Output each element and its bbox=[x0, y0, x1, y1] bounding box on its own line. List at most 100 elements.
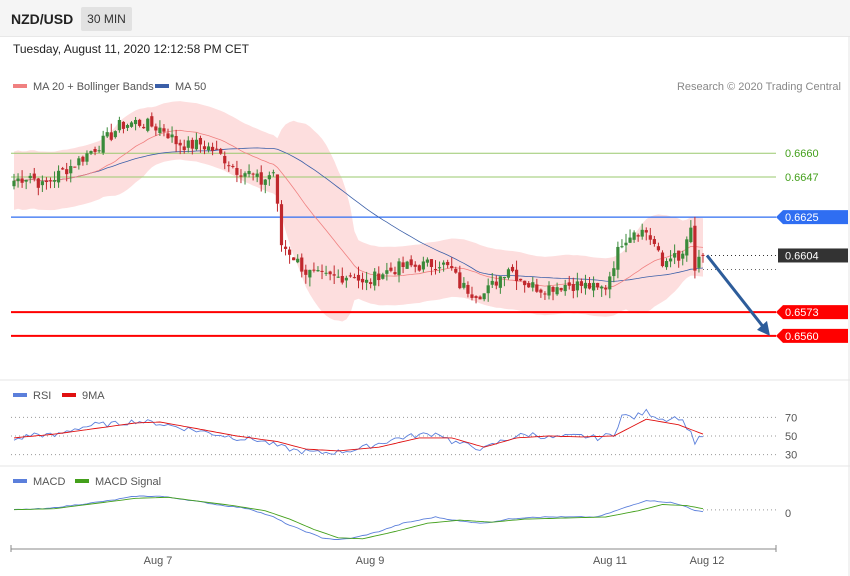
ma50-line bbox=[13, 147, 704, 282]
candle-body bbox=[81, 156, 85, 162]
candle-body bbox=[77, 158, 81, 166]
candle-body bbox=[182, 146, 186, 151]
candle-body bbox=[510, 266, 515, 272]
candle-body bbox=[271, 172, 275, 174]
candle-body bbox=[348, 275, 352, 277]
candle-body bbox=[324, 272, 328, 274]
candle-body bbox=[656, 246, 661, 251]
candle-body bbox=[421, 261, 425, 270]
candle-body bbox=[40, 181, 44, 186]
candle-body bbox=[701, 254, 705, 256]
forecast-arrow bbox=[705, 254, 766, 329]
candle-body bbox=[85, 153, 89, 162]
candle-body bbox=[336, 276, 340, 278]
candle-body bbox=[462, 282, 466, 288]
candle-body bbox=[559, 287, 563, 291]
candle-body bbox=[28, 175, 32, 179]
candle-body bbox=[583, 282, 588, 289]
candle-body bbox=[405, 261, 409, 269]
candle-body bbox=[48, 180, 53, 182]
candle-body bbox=[600, 286, 604, 289]
candle-body bbox=[474, 296, 478, 298]
candle-body bbox=[365, 279, 369, 283]
candle-body bbox=[105, 132, 109, 137]
candle-body bbox=[206, 146, 211, 151]
candle-body bbox=[20, 178, 24, 183]
candle-body bbox=[73, 166, 77, 168]
candle-body bbox=[409, 259, 413, 266]
candle-body bbox=[608, 276, 612, 290]
candle-body bbox=[612, 268, 616, 277]
legend-label-ma20: MA 20 + Bollinger Bands bbox=[33, 81, 154, 93]
legend-label-macd-signal: MACD Signal bbox=[95, 476, 161, 488]
candle-body bbox=[89, 151, 93, 154]
candle-body bbox=[668, 258, 673, 262]
candle-body bbox=[344, 277, 348, 281]
rsi-line bbox=[13, 408, 704, 455]
candle-body bbox=[437, 267, 442, 269]
candle-body bbox=[125, 125, 130, 128]
candle-body bbox=[36, 178, 40, 188]
candle-body bbox=[486, 285, 490, 294]
candle-body bbox=[138, 119, 142, 126]
candle-body bbox=[539, 289, 543, 293]
candle-body bbox=[446, 261, 450, 266]
candle-body bbox=[697, 256, 701, 268]
candle-body bbox=[596, 282, 600, 288]
candle-body bbox=[373, 271, 377, 286]
candle-body bbox=[243, 173, 247, 177]
candle-body bbox=[498, 276, 502, 288]
candle-body bbox=[93, 149, 97, 152]
legend-swatch-ma50 bbox=[155, 84, 169, 88]
level-label-current: 0.6604 bbox=[785, 250, 819, 262]
candle-body bbox=[514, 269, 519, 282]
candle-body bbox=[523, 280, 527, 286]
legend-label-ma50: MA 50 bbox=[175, 81, 206, 93]
timeframe-badge[interactable]: 30 MIN bbox=[81, 7, 132, 31]
candle-body bbox=[24, 179, 28, 182]
candle-body bbox=[56, 170, 61, 183]
level-tag-blue bbox=[776, 210, 848, 225]
candle-body bbox=[664, 261, 669, 268]
legend-swatch-macd-signal bbox=[75, 479, 89, 483]
candle-body bbox=[174, 135, 178, 145]
level-tag-red bbox=[776, 328, 848, 343]
candle-body bbox=[360, 278, 365, 283]
candle-body bbox=[575, 281, 579, 291]
candle-body bbox=[579, 281, 584, 286]
candle-body bbox=[113, 131, 117, 138]
candle-body bbox=[693, 225, 697, 271]
candle-body bbox=[259, 172, 263, 185]
bollinger-band bbox=[14, 101, 703, 322]
candle-body bbox=[454, 268, 458, 273]
candle-body bbox=[283, 246, 288, 249]
candle-body bbox=[235, 168, 239, 175]
candle-body bbox=[397, 261, 401, 275]
candle-body bbox=[279, 204, 284, 246]
candle-body bbox=[117, 120, 121, 131]
candle-body bbox=[166, 133, 170, 139]
candle-body bbox=[636, 235, 640, 237]
current-price-tag bbox=[778, 248, 848, 263]
candle-body bbox=[12, 180, 16, 187]
candle-body bbox=[186, 140, 190, 148]
candle-body bbox=[215, 148, 219, 150]
top-bar: NZD/USD 30 MIN bbox=[0, 0, 850, 37]
candle-body bbox=[304, 269, 308, 275]
legend-label-rsi: RSI bbox=[33, 390, 51, 402]
candle-body bbox=[381, 274, 385, 279]
candle-body bbox=[142, 126, 146, 129]
candle-body bbox=[567, 282, 571, 286]
candle-body bbox=[685, 239, 689, 256]
candle-body bbox=[466, 284, 470, 294]
candle-body bbox=[393, 272, 397, 275]
candle-body bbox=[660, 252, 665, 267]
candle-body bbox=[150, 116, 154, 127]
macd-signal-line bbox=[13, 496, 704, 540]
level-tag-red bbox=[776, 305, 848, 320]
candle-body bbox=[640, 229, 644, 237]
candle-body bbox=[263, 179, 267, 185]
x-tick-label: Aug 11 bbox=[593, 555, 627, 567]
candle-body bbox=[178, 142, 182, 146]
credit-text: Research © 2020 Trading Central bbox=[677, 81, 841, 93]
